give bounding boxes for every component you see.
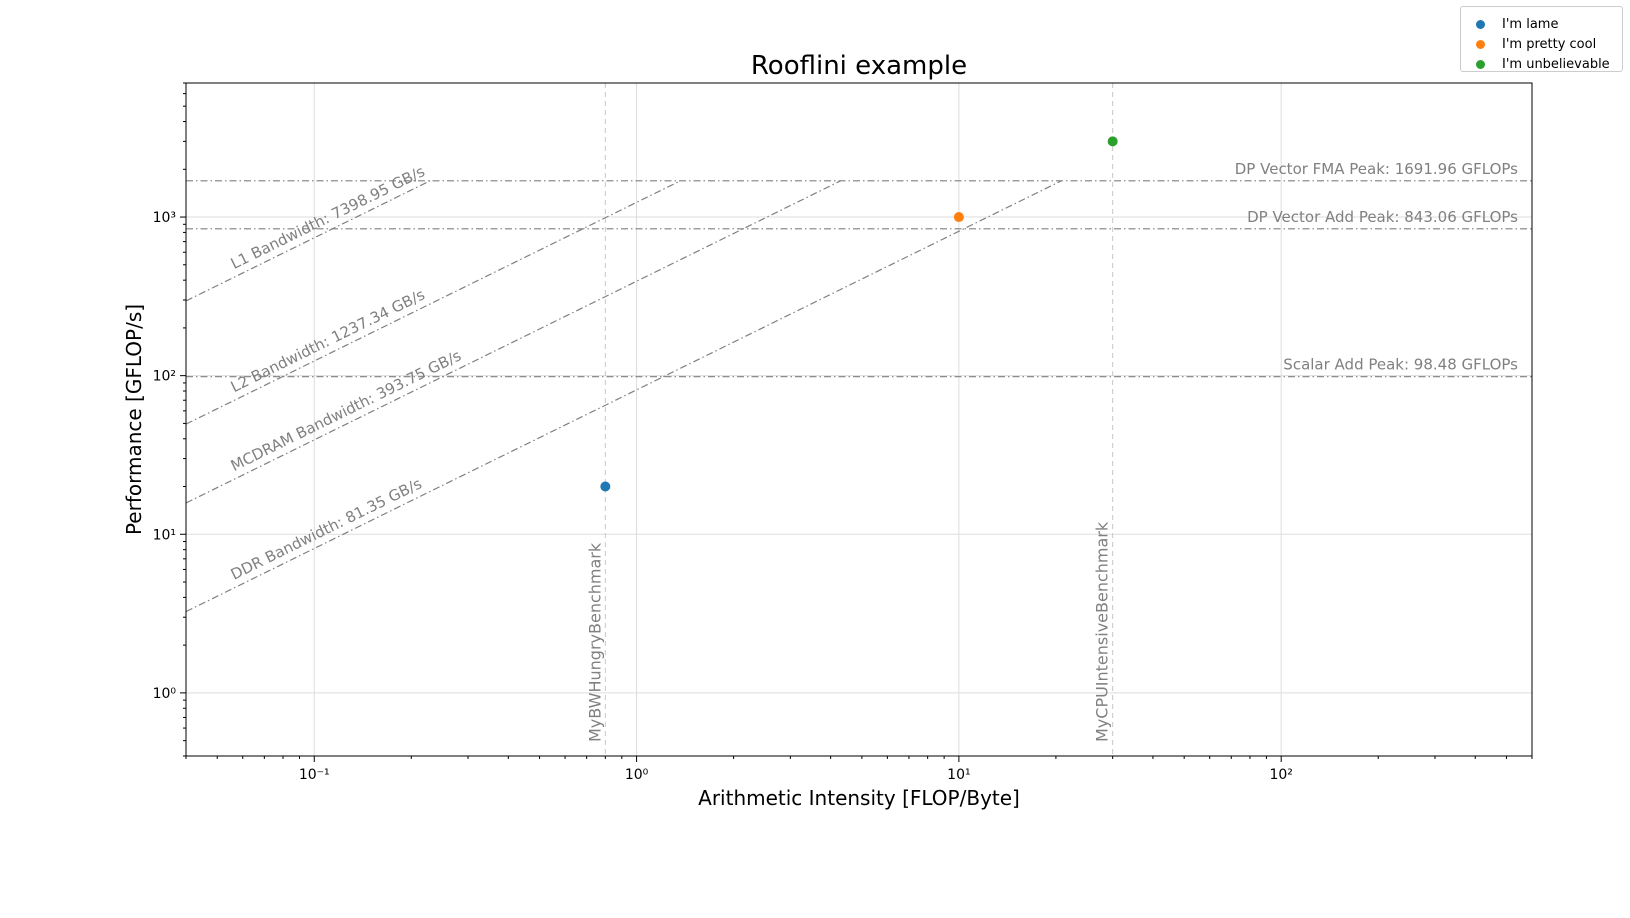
x-tick-label: 10¹ (947, 767, 970, 783)
compute-roof-label: Scalar Add Peak: 98.48 GFLOPs (1283, 356, 1518, 374)
legend-marker-lame (1476, 19, 1485, 29)
roof-lines: DP Vector FMA Peak: 1691.96 GFLOPs DP Vec… (185, 160, 1532, 613)
bandwidth-roof-line (185, 180, 841, 504)
x-tick-label: 10⁻¹ (299, 767, 330, 783)
legend-item: I'm pretty cool (1461, 35, 1596, 53)
bandwidth-roof-line (185, 180, 681, 425)
data-point (1107, 136, 1118, 147)
bandwidth-roof-line (185, 180, 1062, 613)
y-tick-label: 10² (153, 369, 176, 385)
x-tick-label: 10² (1269, 767, 1292, 783)
compute-roof-label: DP Vector FMA Peak: 1691.96 GFLOPs (1235, 160, 1518, 178)
axis-ticks: 10⁻¹ 10⁰ 10¹ 10² 10⁰ 10¹ 10² 10³ (153, 82, 1533, 783)
plot-frame (185, 82, 1533, 757)
y-tick-label: 10¹ (153, 527, 176, 543)
legend-label: I'm unbelievable (1502, 56, 1610, 72)
legend: I'm lame I'm pretty cool I'm unbelievabl… (1460, 6, 1623, 72)
y-tick-label: 10⁰ (153, 686, 177, 702)
legend-item: I'm unbelievable (1461, 55, 1610, 73)
benchmark-label: MyCPUIntensiveBenchmark (1093, 521, 1112, 742)
legend-marker-pretty-cool (1476, 39, 1485, 49)
benchmark-label: MyBWHungryBenchmark (585, 542, 604, 742)
legend-item: I'm lame (1461, 15, 1558, 33)
bandwidth-roof-label: DDR Bandwidth: 81.35 GB/s (228, 474, 425, 583)
grid (186, 83, 1532, 756)
legend-label: I'm lame (1502, 16, 1559, 32)
chart-title: Rooflini example (751, 51, 967, 81)
compute-roof-label: DP Vector Add Peak: 843.06 GFLOPs (1247, 208, 1518, 226)
legend-label: I'm pretty cool (1502, 36, 1597, 52)
benchmark-lines: MyBWHungryBenchmark MyCPUIntensiveBenchma… (585, 83, 1114, 756)
y-tick-label: 10³ (153, 210, 176, 226)
data-points (600, 136, 1118, 492)
x-tick-label: 10⁰ (625, 767, 649, 783)
bandwidth-roof-line (185, 180, 431, 302)
y-axis-label: Performance [GFLOP/s] (122, 304, 146, 535)
x-axis-label: Arithmetic Intensity [FLOP/Byte] (698, 786, 1020, 810)
data-point (600, 481, 611, 492)
legend-marker-unbelievable (1476, 59, 1485, 69)
data-point (953, 212, 964, 223)
